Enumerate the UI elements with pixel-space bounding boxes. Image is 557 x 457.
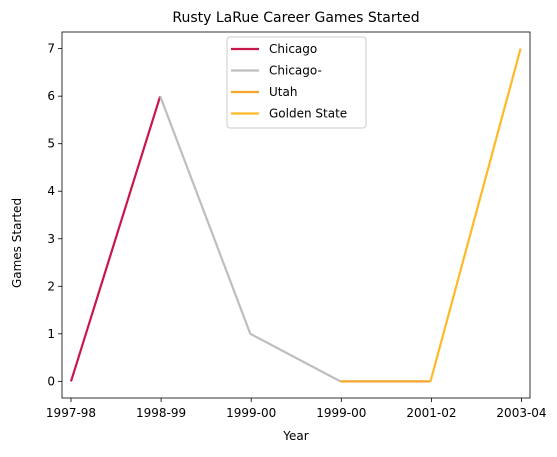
y-tick-label: 3 [47, 232, 55, 246]
legend-label: Utah [269, 85, 297, 99]
series-line-golden-state [429, 48, 522, 382]
y-tick-label: 6 [47, 89, 55, 103]
chart-title: Rusty LaRue Career Games Started [172, 10, 419, 26]
legend-label: Golden State [269, 107, 347, 121]
y-tick-label: 0 [47, 374, 55, 388]
x-tick-label: 2003-04 [496, 406, 546, 420]
x-axis-label: Year [282, 429, 308, 443]
legend-label: Chicago- [269, 64, 322, 78]
x-tick-label: 1999-00 [316, 406, 366, 420]
x-tick-label: 1998-99 [136, 406, 186, 420]
legend-label: Chicago [269, 42, 317, 56]
y-tick-label: 1 [47, 327, 55, 341]
plot-area: 0 1 2 3 4 5 6 7 1997-98 1998-99 1999-00 1999-00 2001… [46, 31, 547, 420]
y-axis-label: Games Started [10, 198, 24, 288]
y-tick-label: 4 [47, 184, 55, 198]
legend-box [226, 36, 367, 129]
plot-frame [61, 31, 531, 399]
y-tick-label: 7 [47, 42, 55, 56]
x-tick-label: 1999-00 [226, 406, 276, 420]
series-line-chicago- [159, 95, 341, 383]
y-tick-label: 2 [47, 279, 55, 293]
series-line-chicago [69, 95, 162, 382]
y-tick-label: 5 [47, 137, 55, 151]
x-tick-label: 2001-02 [406, 406, 456, 420]
x-tick-label: 1997-98 [46, 406, 96, 420]
legend: Chicago Chicago- Utah Golden State [226, 36, 367, 129]
